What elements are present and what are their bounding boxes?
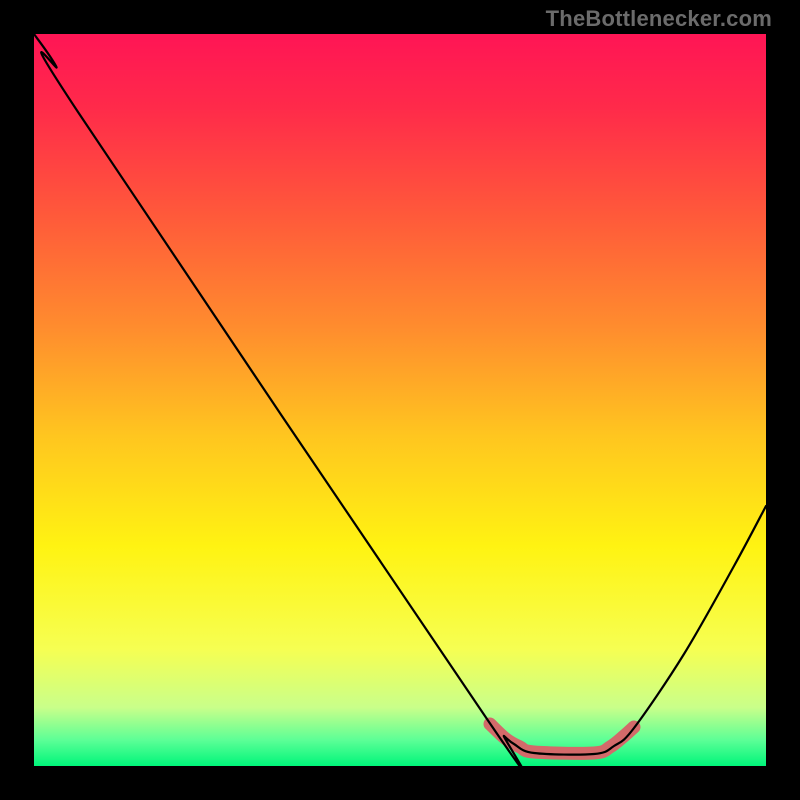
watermark-text: TheBottlenecker.com [546,6,772,32]
chart-container: TheBottlenecker.com [0,0,800,800]
plot-background [34,34,766,766]
plot-svg [34,34,766,766]
plot-area [34,34,766,766]
